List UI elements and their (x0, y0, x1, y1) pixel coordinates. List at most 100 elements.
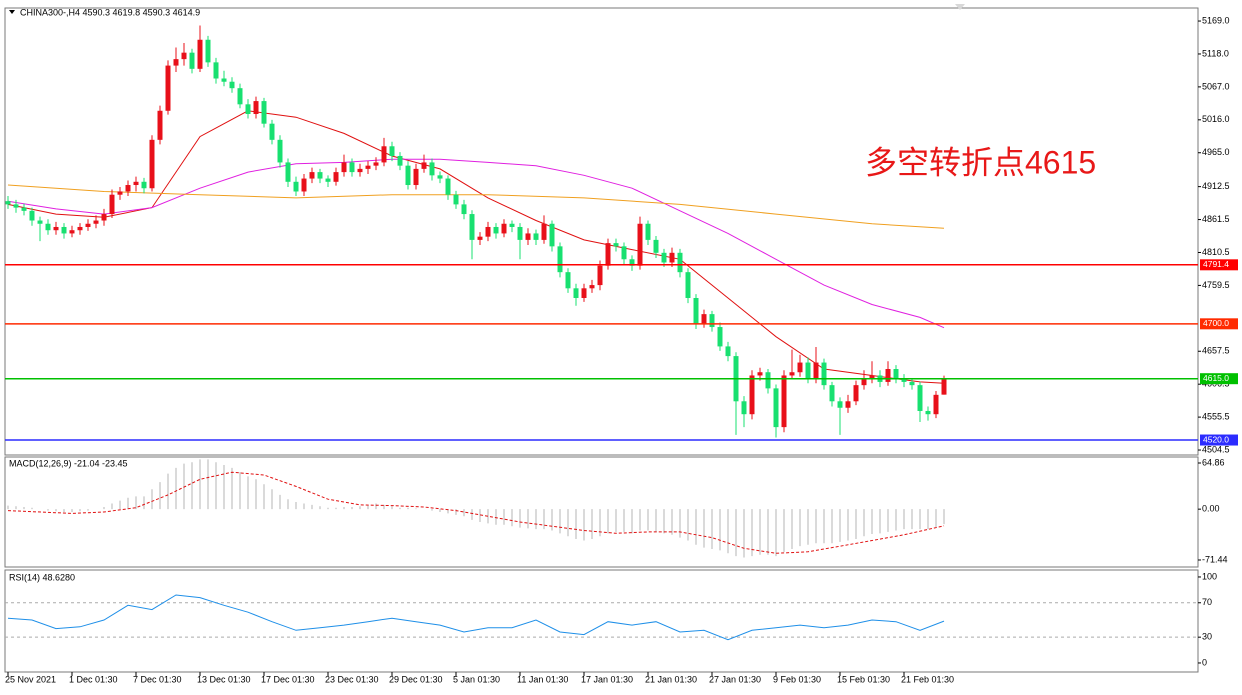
y-tick-label: 64.86 (1202, 457, 1225, 467)
candle-body (637, 223, 643, 266)
y-tick-label: -71.44 (1202, 554, 1228, 564)
candle-body (901, 378, 907, 382)
candle-body (189, 52, 195, 69)
candle-body (293, 181, 299, 192)
candle-body (805, 362, 811, 379)
menu-triangle[interactable] (9, 10, 15, 14)
candle-body (741, 401, 747, 415)
y-tick-label: 4504.5 (1202, 444, 1230, 454)
level-label: 4615.0 (1203, 373, 1229, 383)
y-tick-label: 4555.5 (1202, 411, 1230, 421)
candle-body (77, 226, 83, 231)
candle-body (685, 272, 691, 298)
moving-average (7, 184, 945, 229)
candle-body (781, 375, 787, 428)
candle-body (381, 146, 387, 163)
candle-body (909, 381, 915, 386)
candle-body (429, 162, 435, 176)
candle-body (133, 181, 139, 186)
candle-body (117, 191, 123, 195)
x-tick-label: 21 Jan 01:30 (645, 674, 697, 684)
candle-body (517, 226, 523, 240)
candle-body (933, 394, 939, 415)
candle-body (925, 410, 931, 415)
candle-body (93, 220, 99, 224)
candle-body (717, 327, 723, 347)
x-tick-label: 29 Dec 01:30 (389, 674, 443, 684)
level-tag (1200, 318, 1238, 330)
candle-body (157, 110, 163, 140)
candle-body (709, 314, 715, 328)
candle-body (813, 362, 819, 379)
candle-body (197, 39, 203, 69)
candle-body (45, 223, 51, 231)
candle-body (261, 101, 267, 124)
candle-body (309, 172, 315, 179)
candle-body (605, 243, 611, 266)
candle-body (509, 223, 515, 227)
candle-body (285, 162, 291, 182)
x-tick-label: 9 Feb 01:30 (773, 674, 821, 684)
main-pane (4, 7, 1199, 456)
y-tick-label: 100 (1202, 571, 1217, 581)
candle-body (669, 252, 675, 263)
candle-body (661, 252, 667, 263)
candle-body (357, 168, 363, 173)
candle-body (125, 185, 131, 192)
candle-body (21, 207, 27, 211)
y-tick-label: 30 (1202, 632, 1212, 642)
candle-body (221, 78, 227, 82)
y-tick-label: 4861.5 (1202, 214, 1230, 224)
candle-body (541, 223, 547, 240)
candle-body (149, 139, 155, 189)
x-tick-label: 1 Dec 01:30 (69, 674, 118, 684)
x-tick-label: 23 Dec 01:30 (325, 674, 379, 684)
y-tick-label: 4810.5 (1202, 247, 1230, 257)
candle-body (533, 233, 539, 240)
y-tick-label: 5118.0 (1202, 48, 1229, 58)
candle-body (565, 272, 571, 289)
candle-body (701, 314, 707, 324)
x-tick-label: 27 Jan 01:30 (709, 674, 761, 684)
y-tick-label: 70 (1202, 597, 1212, 607)
candle-body (501, 223, 507, 234)
candle-body (629, 259, 635, 266)
candle-body (413, 168, 419, 186)
candle-body (557, 246, 563, 273)
level-tag (1200, 259, 1238, 271)
candle-body (253, 101, 259, 115)
moving-average (7, 158, 945, 329)
macd-signal (7, 471, 945, 554)
candle-body (477, 236, 483, 240)
y-tick-label: 0 (1202, 657, 1207, 667)
candle-body (765, 372, 771, 389)
rsi-title: RSI(14) 48.6280 (9, 572, 75, 582)
candle-body (469, 214, 475, 240)
candle-body (5, 201, 11, 205)
level-label: 4520.0 (1203, 434, 1229, 444)
candle-body (573, 288, 579, 298)
candle-body (893, 369, 899, 379)
candle-body (53, 226, 59, 231)
candle-body (181, 52, 187, 60)
candle-body (749, 375, 755, 415)
annotation: 多空转折点4615 (865, 144, 1096, 180)
candle-body (373, 162, 379, 166)
rsi-line (7, 594, 945, 641)
candle-body (333, 172, 339, 182)
candle-body (525, 233, 531, 240)
x-tick-label: 25 Nov 2021 (5, 674, 56, 684)
candle-body (869, 375, 875, 379)
candle-body (773, 388, 779, 428)
candle-body (61, 226, 67, 234)
candle-body (861, 378, 867, 386)
candle-body (349, 162, 355, 173)
candle-body (29, 210, 35, 221)
candle-body (549, 223, 555, 247)
candle-body (757, 372, 763, 376)
candle-body (597, 265, 603, 286)
x-tick-label: 17 Jan 01:30 (581, 674, 633, 684)
candle-body (421, 162, 427, 169)
chart-title: CHINA300-,H4 4590.3 4619.8 4590.3 4614.9 (20, 7, 200, 17)
